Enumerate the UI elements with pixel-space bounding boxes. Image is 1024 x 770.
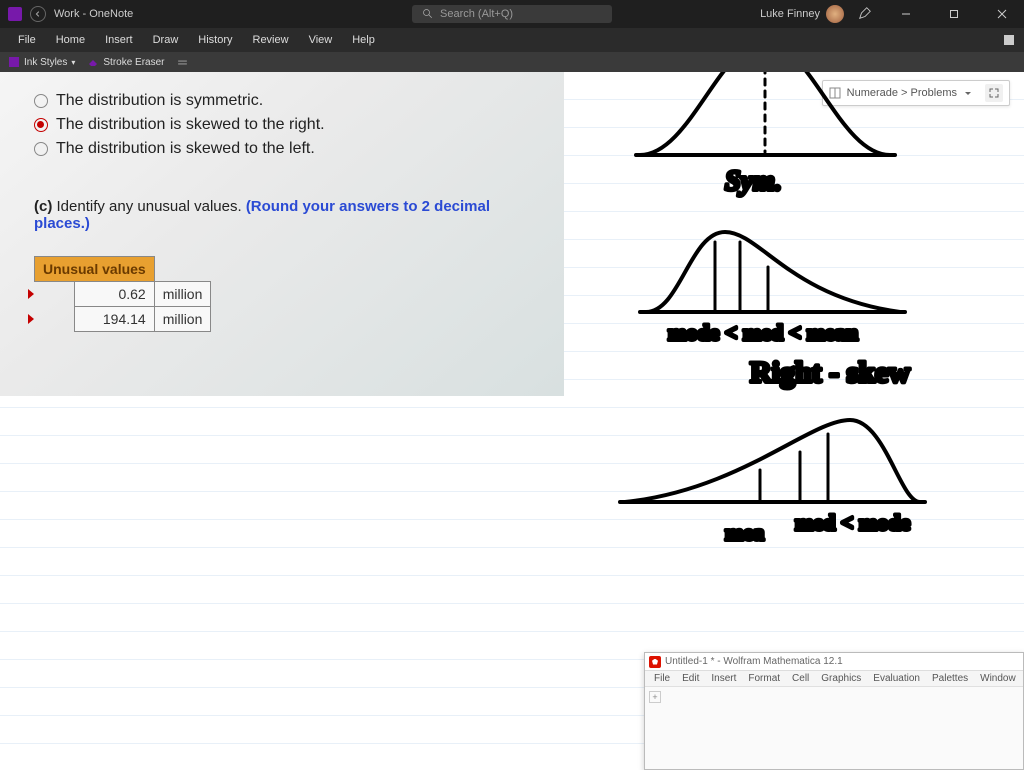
wolfram-menu-cell[interactable]: Cell: [787, 673, 814, 684]
menu-review[interactable]: Review: [243, 28, 299, 52]
toolbar: Ink Styles ▾ Stroke Eraser ＝: [0, 52, 1024, 72]
radio-selected-icon: [34, 118, 48, 132]
close-button[interactable]: [982, 0, 1022, 28]
username: Luke Finney: [760, 8, 820, 20]
stroke-eraser-tool[interactable]: Stroke Eraser: [87, 56, 164, 68]
menubar: File Home Insert Draw History Review Vie…: [0, 28, 1024, 52]
menu-help[interactable]: Help: [342, 28, 385, 52]
wolfram-body[interactable]: +: [645, 687, 1023, 707]
toolbar-overflow-icon[interactable]: ＝: [177, 54, 189, 71]
chevron-down-icon: [963, 88, 973, 98]
quiz-option-label: The distribution is skewed to the right.: [56, 116, 325, 134]
titlebar: Work - OneNote Search (Alt+Q) Luke Finne…: [0, 0, 1024, 28]
wolfram-new-cell[interactable]: +: [649, 691, 661, 703]
part-c-label: (c): [34, 198, 52, 215]
quiz-option-1: The distribution is skewed to the right.: [34, 116, 530, 134]
back-button[interactable]: [30, 6, 46, 22]
quiz-option-label: The distribution is symmetric.: [56, 92, 263, 110]
uv-unit: million: [154, 307, 211, 332]
note-canvas[interactable]: Numerade > Problems The distribution is …: [0, 72, 1024, 770]
page-header-bar[interactable]: Numerade > Problems: [822, 80, 1010, 106]
notebook-icon: [829, 87, 841, 99]
window-title: Work - OneNote: [54, 8, 133, 20]
breadcrumb: Numerade > Problems: [847, 87, 957, 99]
expand-button[interactable]: [985, 84, 1003, 102]
wolfram-menu-evaluation[interactable]: Evaluation: [868, 673, 925, 684]
quiz-option-2: The distribution is skewed to the left.: [34, 140, 530, 158]
ink-styles-label: Ink Styles: [24, 57, 67, 68]
wolfram-menu-format[interactable]: Format: [743, 673, 785, 684]
search-box[interactable]: Search (Alt+Q): [412, 5, 612, 23]
uv-value: 194.14: [74, 307, 154, 332]
menu-file[interactable]: File: [8, 28, 46, 52]
table-row: 194.14 million: [35, 307, 211, 332]
onenote-app-icon: [8, 7, 22, 21]
menu-draw[interactable]: Draw: [143, 28, 189, 52]
wolfram-menu-graphics[interactable]: Graphics: [816, 673, 866, 684]
ink-styles-tool[interactable]: Ink Styles ▾: [8, 56, 75, 68]
menu-insert[interactable]: Insert: [95, 28, 143, 52]
wolfram-menu-file[interactable]: File: [649, 673, 675, 684]
wolfram-app-icon: [649, 656, 661, 668]
user-account[interactable]: Luke Finney: [760, 5, 844, 23]
wolfram-title: Untitled-1 * - Wolfram Mathematica 12.1: [665, 656, 843, 667]
uv-header: Unusual values: [35, 257, 155, 282]
menu-history[interactable]: History: [188, 28, 242, 52]
uv-value: 0.62: [74, 282, 154, 307]
table-row: 0.62 million: [35, 282, 211, 307]
quiz-option-0: The distribution is symmetric.: [34, 92, 530, 110]
menu-view[interactable]: View: [299, 28, 343, 52]
minimize-button[interactable]: [886, 0, 926, 28]
menu-home[interactable]: Home: [46, 28, 95, 52]
part-c-text: Identify any unusual values.: [57, 198, 242, 215]
wolfram-menu-palettes[interactable]: Palettes: [927, 673, 973, 684]
pen-tool-icon[interactable]: [852, 6, 878, 23]
search-placeholder: Search (Alt+Q): [440, 8, 513, 20]
wolfram-menu-edit[interactable]: Edit: [677, 673, 704, 684]
wolfram-menu-insert[interactable]: Insert: [706, 673, 741, 684]
radio-icon: [34, 94, 48, 108]
unusual-values-table: Unusual values 0.62 million 194.14 milli…: [34, 256, 530, 332]
maximize-button[interactable]: [934, 0, 974, 28]
question-c: (c) Identify any unusual values. (Round …: [34, 198, 530, 232]
radio-icon: [34, 142, 48, 156]
quiz-option-label: The distribution is skewed to the left.: [56, 140, 315, 158]
wolfram-menu-window[interactable]: Window: [975, 673, 1021, 684]
wolfram-menubar: File Edit Insert Format Cell Graphics Ev…: [645, 671, 1023, 687]
stroke-eraser-label: Stroke Eraser: [103, 57, 164, 68]
embedded-screenshot: The distribution is symmetric. The distr…: [0, 72, 564, 396]
search-icon: [422, 8, 434, 20]
uv-unit: million: [154, 282, 211, 307]
wolfram-window[interactable]: Untitled-1 * - Wolfram Mathematica 12.1 …: [644, 652, 1024, 770]
ribbon-toggle-icon[interactable]: [1002, 33, 1016, 47]
avatar: [826, 5, 844, 23]
wolfram-titlebar: Untitled-1 * - Wolfram Mathematica 12.1: [645, 653, 1023, 671]
